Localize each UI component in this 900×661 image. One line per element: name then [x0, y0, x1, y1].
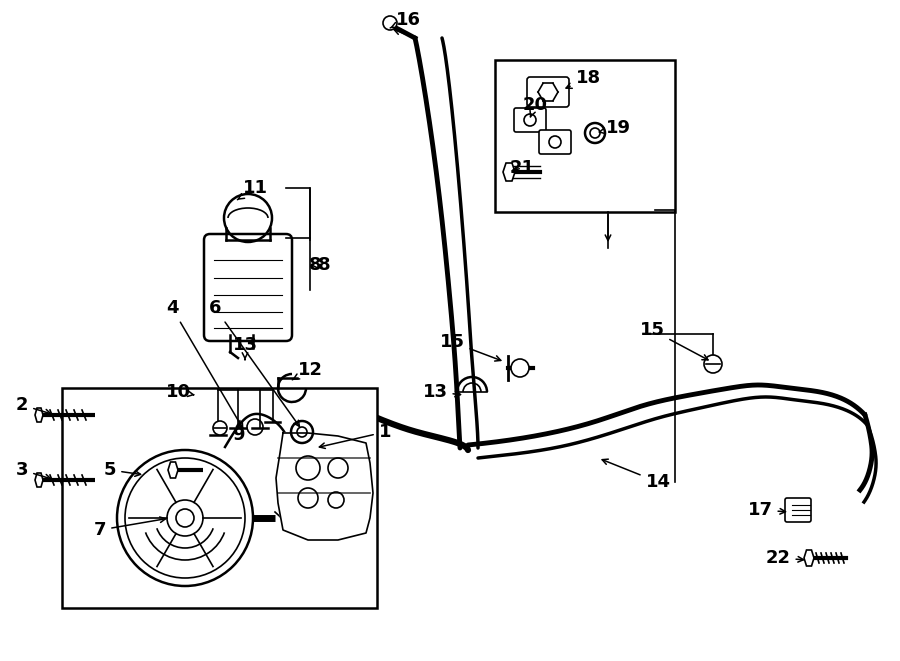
- FancyBboxPatch shape: [527, 77, 569, 107]
- Text: 6: 6: [209, 299, 300, 426]
- Polygon shape: [168, 462, 178, 478]
- Text: 1: 1: [320, 423, 392, 448]
- Text: 3: 3: [16, 461, 50, 480]
- FancyBboxPatch shape: [514, 108, 546, 132]
- Bar: [495, 60, 675, 212]
- Polygon shape: [35, 408, 43, 422]
- Text: 19: 19: [599, 119, 631, 137]
- Text: 14: 14: [602, 459, 670, 491]
- Text: 20: 20: [523, 96, 547, 117]
- Polygon shape: [503, 163, 515, 181]
- FancyBboxPatch shape: [539, 130, 571, 154]
- Circle shape: [176, 509, 194, 527]
- Text: 15: 15: [640, 321, 708, 360]
- FancyBboxPatch shape: [204, 234, 292, 341]
- Circle shape: [704, 355, 722, 373]
- Text: 18: 18: [566, 69, 600, 89]
- Text: 4: 4: [166, 299, 243, 428]
- Text: 9: 9: [232, 420, 244, 444]
- Polygon shape: [35, 473, 43, 487]
- Text: 8: 8: [318, 256, 330, 274]
- Polygon shape: [276, 433, 373, 540]
- Circle shape: [383, 16, 397, 30]
- Bar: [62, 388, 377, 608]
- Text: 15: 15: [439, 333, 500, 361]
- Text: 13: 13: [232, 336, 257, 360]
- Text: 22: 22: [766, 549, 804, 567]
- FancyBboxPatch shape: [785, 498, 811, 522]
- Text: 2: 2: [16, 396, 50, 414]
- Text: 11: 11: [238, 179, 267, 200]
- Text: 10: 10: [166, 383, 194, 401]
- Text: 21: 21: [509, 159, 535, 177]
- Circle shape: [213, 421, 227, 435]
- Text: 8: 8: [309, 256, 321, 274]
- Text: 13: 13: [422, 383, 461, 401]
- Text: 17: 17: [748, 501, 786, 519]
- Text: 7: 7: [94, 517, 166, 539]
- Circle shape: [511, 359, 529, 377]
- Text: 5: 5: [104, 461, 140, 479]
- Text: 16: 16: [391, 11, 420, 29]
- Text: 12: 12: [292, 361, 322, 380]
- Polygon shape: [804, 550, 814, 566]
